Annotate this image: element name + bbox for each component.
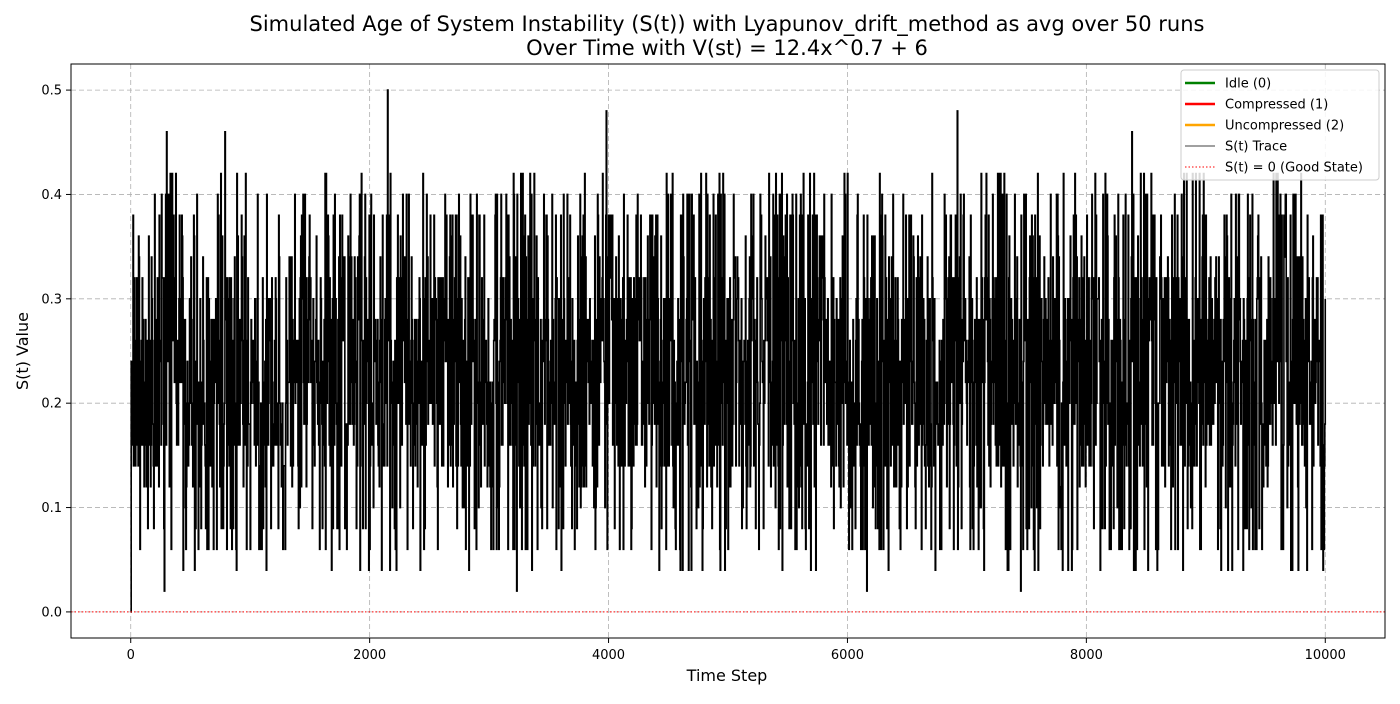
x-tick-label: 2000	[353, 648, 386, 663]
s-t-trace-path	[130, 89, 1327, 613]
y-tick-label: 0.2	[41, 397, 62, 412]
s-t-trace-line	[130, 89, 1327, 613]
plot-area-frame	[70, 63, 1386, 639]
legend-label: Compressed (1)	[1225, 98, 1328, 113]
x-axis-ticks: 0 2000 4000 6000 8000 10000	[127, 638, 1346, 663]
y-axis-ticks: 0.0 0.1 0.2 0.3 0.4 0.5	[41, 84, 71, 620]
legend: Idle (0) Compressed (1) Uncompressed (2) S(…	[1180, 69, 1380, 181]
x-tick-label: 0	[127, 648, 135, 663]
chart-subtitle: Over Time with V(st) = 12.4x^0.7 + 6	[526, 36, 928, 60]
legend-label: Uncompressed (2)	[1225, 119, 1344, 134]
legend-label: S(t) = 0 (Good State)	[1225, 161, 1363, 176]
legend-label: S(t) Trace	[1225, 140, 1287, 155]
y-tick-label: 0.0	[41, 605, 62, 620]
chart-title: Simulated Age of System Instability (S(t…	[250, 12, 1205, 37]
x-tick-label: 8000	[1070, 648, 1103, 663]
x-tick-label: 6000	[831, 648, 864, 663]
y-tick-label: 0.1	[41, 501, 62, 516]
legend-box	[1180, 69, 1380, 181]
x-tick-label: 4000	[592, 648, 625, 663]
x-tick-label: 10000	[1305, 648, 1346, 663]
x-axis-label: Time Step	[686, 666, 768, 685]
y-axis-label: S(t) Value	[13, 312, 32, 390]
y-tick-label: 0.5	[41, 84, 62, 99]
legend-label: Idle (0)	[1225, 77, 1271, 92]
y-tick-label: 0.4	[41, 188, 62, 203]
y-tick-label: 0.3	[41, 292, 62, 307]
